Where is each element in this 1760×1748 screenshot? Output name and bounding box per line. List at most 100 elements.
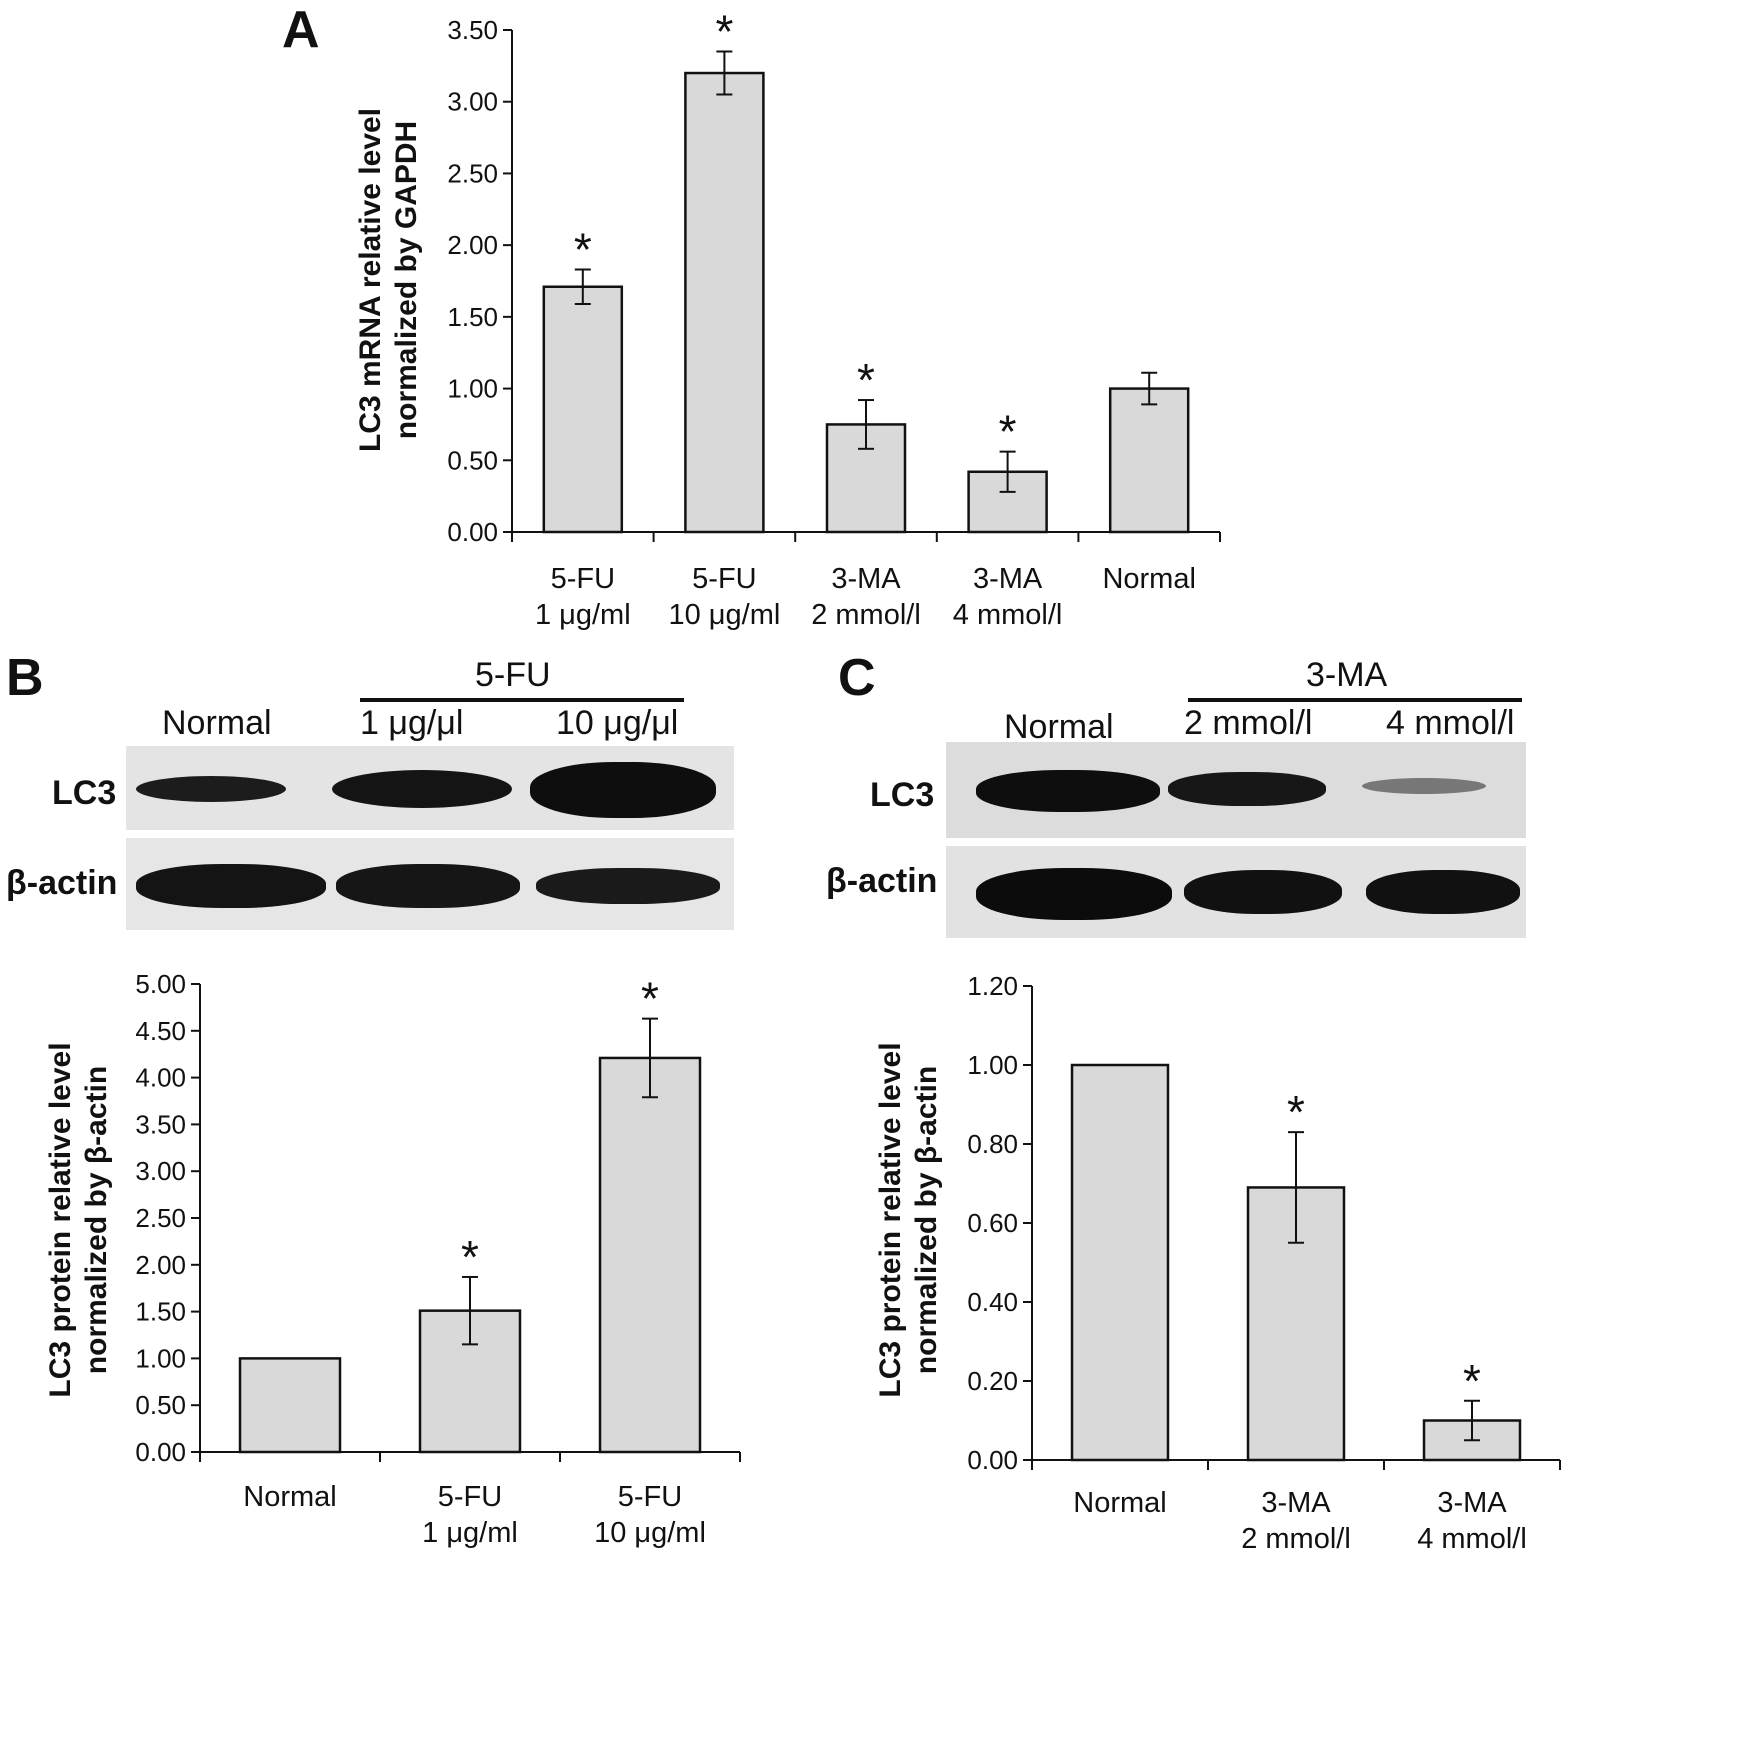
- chart-c-category-label: 4 mmol/l: [1417, 1523, 1527, 1555]
- chart-c-category-label: 3-MA: [1261, 1487, 1331, 1519]
- blot-c: 3-MA Normal 2 mmol/l 4 mmol/l LC3 β-acti…: [820, 650, 1760, 950]
- chart-b-y-tick-label: 4.50: [135, 1016, 186, 1046]
- blot-b-row-label-lc3: LC3: [52, 774, 117, 812]
- blot-b-lane-normal: Normal: [162, 704, 272, 742]
- chart-a-y-tick-label: 1.00: [447, 374, 498, 404]
- chart-a-bar: [684, 71, 765, 534]
- blot-b-strip-lc3: [126, 746, 734, 830]
- blot-c-band-lc3-2: [1168, 772, 1326, 806]
- chart-a-significance-marker: *: [857, 354, 875, 406]
- chart-a-bar: [1108, 387, 1190, 534]
- chart-c-y-tick-label: 0.80: [967, 1129, 1018, 1159]
- chart-a-y-axis-title: normalized by GAPDH: [390, 121, 423, 439]
- chart-b-category-label: Normal: [243, 1481, 336, 1513]
- chart-c-protein: 0.00 0.20 0.40 0.60 0.80 1.00 1.20 Normal * 3-MA 2…: [874, 971, 1561, 1555]
- chart-c-bar: [1070, 1063, 1170, 1462]
- chart-b-y-tick-label: 2.50: [135, 1203, 186, 1233]
- chart-c-significance-marker: *: [1287, 1086, 1305, 1138]
- blot-b-band-lc3-1: [332, 770, 512, 808]
- blot-c-band-lc3-4: [1362, 778, 1486, 794]
- chart-b-significance-marker: *: [461, 1231, 479, 1283]
- blot-c-group-label: 3-MA: [1306, 656, 1388, 694]
- blot-b-band-lc3-normal: [136, 776, 286, 802]
- chart-a-y-tick-label: 0.00: [447, 517, 498, 547]
- chart-c-category-label: Normal: [1073, 1487, 1166, 1519]
- chart-b-y-tick-label: 3.00: [135, 1156, 186, 1186]
- blot-b: 5-FU Normal 1 μg/μl 10 μg/μl LC3 β-actin: [0, 650, 800, 940]
- chart-b-y-tick-label: 1.00: [135, 1343, 186, 1373]
- blot-b-group-label: 5-FU: [475, 656, 551, 694]
- chart-a-y-tick-label: 0.50: [447, 445, 498, 475]
- blot-c-band-actin-4: [1366, 870, 1520, 914]
- chart-c-y-tick-label: 0.40: [967, 1287, 1018, 1317]
- blot-c-group-line: [1188, 698, 1522, 702]
- panel-label-a: A: [282, 1, 320, 59]
- blot-c-row-label-actin: β-actin: [826, 862, 938, 900]
- blot-b-band-actin-normal: [136, 864, 326, 908]
- chart-a-y-tick-label: 2.00: [447, 230, 498, 260]
- blot-b-band-actin-1: [336, 864, 520, 908]
- chart-c-y-tick-label: 0.60: [967, 1208, 1018, 1238]
- panel-label-b: B: [6, 649, 44, 707]
- chart-b-protein: 0.00 0.50 1.00 1.50 2.00 2.50 3.00 3.50 4.00 4.50…: [44, 969, 741, 1549]
- chart-a-category-label: 5-FU: [692, 563, 756, 595]
- blot-b-lane-10: 10 μg/μl: [556, 704, 679, 742]
- chart-a-significance-marker: *: [715, 10, 733, 58]
- chart-b-y-tick-label: 2.00: [135, 1250, 186, 1280]
- chart-a-y-axis-title: LC3 mRNA relative level: [354, 108, 387, 452]
- chart-b-category-label: 5-FU: [618, 1481, 682, 1513]
- chart-a-category-label: 5-FU: [551, 563, 615, 595]
- chart-c-category-label: 2 mmol/l: [1241, 1523, 1351, 1555]
- chart-a-category-label: 3-MA: [831, 563, 901, 595]
- blot-b-band-actin-10: [536, 868, 720, 904]
- chart-a-mrna: 0.00 0.50 1.00 1.50 2.00 2.50 3.00 3.50 * 5-FU 1 μ…: [354, 10, 1221, 631]
- blot-b-band-lc3-10: [530, 762, 716, 818]
- chart-b-y-tick-label: 5.00: [135, 969, 186, 999]
- chart-b-y-tick-label: 4.00: [135, 1063, 186, 1093]
- blot-c-strip-lc3: [946, 742, 1526, 838]
- chart-a-category-label: 4 mmol/l: [953, 599, 1063, 631]
- chart-c-category-label: 3-MA: [1437, 1487, 1507, 1519]
- chart-c-y-tick-label: 1.20: [967, 971, 1018, 1001]
- chart-b-y-axis-title: normalized by β-actin: [80, 1066, 113, 1374]
- blot-b-row-label-actin: β-actin: [6, 864, 118, 902]
- blot-b-strip-actin: [126, 838, 734, 930]
- chart-a-bar: [542, 285, 624, 534]
- chart-a-category-label: Normal: [1102, 563, 1195, 595]
- chart-a-y-tick-label: 1.50: [447, 302, 498, 332]
- chart-a-significance-marker: *: [574, 224, 592, 276]
- blot-c-lane-normal: Normal: [1004, 708, 1114, 746]
- blot-c-band-actin-2: [1184, 870, 1342, 914]
- chart-b-y-tick-label: 1.50: [135, 1297, 186, 1327]
- chart-a-category-label: 1 μg/ml: [535, 599, 631, 631]
- chart-a-significance-marker: *: [999, 406, 1017, 458]
- chart-b-y-tick-label: 0.00: [135, 1437, 186, 1467]
- blot-c-band-lc3-normal: [976, 770, 1160, 812]
- chart-b-category-label: 1 μg/ml: [422, 1517, 518, 1549]
- chart-b-y-tick-label: 0.50: [135, 1390, 186, 1420]
- chart-c-y-tick-label: 0.20: [967, 1366, 1018, 1396]
- panel-label-c: C: [838, 649, 876, 707]
- chart-c-y-tick-label: 1.00: [967, 1050, 1018, 1080]
- chart-b-category-label: 5-FU: [438, 1481, 502, 1513]
- chart-a-category-label: 2 mmol/l: [811, 599, 921, 631]
- blot-c-lane-4: 4 mmol/l: [1386, 704, 1515, 742]
- chart-c-significance-marker: *: [1463, 1355, 1481, 1407]
- blot-c-lane-2: 2 mmol/l: [1184, 704, 1313, 742]
- chart-c-y-axis-title: LC3 protein relative level: [874, 1042, 907, 1397]
- chart-b-y-tick-label: 3.50: [135, 1109, 186, 1139]
- chart-b-bar: [238, 1357, 342, 1454]
- chart-b-significance-marker: *: [641, 973, 659, 1025]
- blot-c-strip-actin: [946, 846, 1526, 938]
- chart-b-y-axis-title: LC3 protein relative level: [44, 1042, 77, 1397]
- chart-a-category-label: 10 μg/ml: [668, 599, 780, 631]
- blot-b-lane-1: 1 μg/μl: [360, 704, 464, 742]
- chart-a-category-label: 3-MA: [973, 563, 1043, 595]
- blot-c-band-actin-normal: [976, 868, 1172, 920]
- chart-a-y-tick-label: 3.50: [447, 15, 498, 45]
- chart-b-bar: [598, 1056, 702, 1454]
- chart-c-y-axis-title: normalized by β-actin: [910, 1066, 943, 1374]
- chart-c-y-tick-label: 0.00: [967, 1445, 1018, 1475]
- chart-a-y-tick-label: 2.50: [447, 158, 498, 188]
- blot-b-group-line: [360, 698, 684, 702]
